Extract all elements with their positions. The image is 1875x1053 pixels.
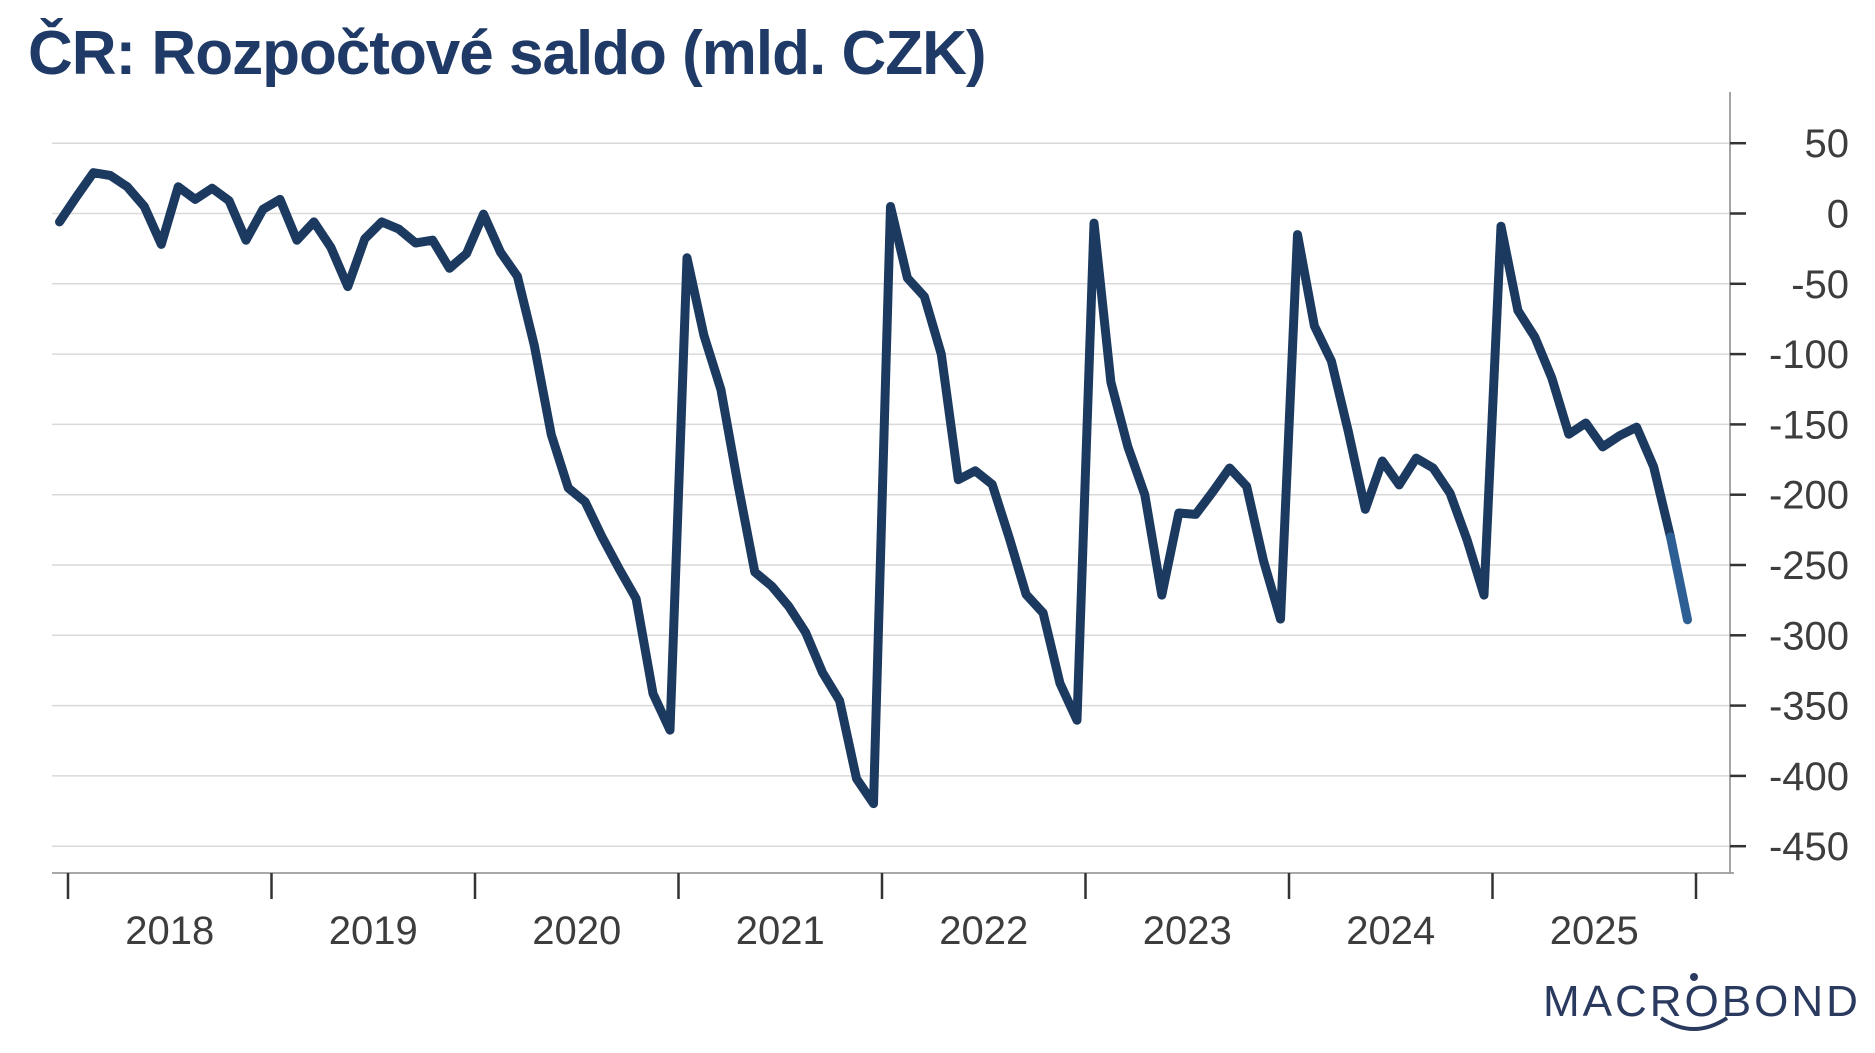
x-tick-label: 2022 (939, 909, 1028, 953)
macrobond-logo: MACROBOND (1543, 973, 1861, 1031)
x-tick-label: 2023 (1143, 909, 1232, 953)
x-tick-label: 2025 (1550, 909, 1639, 953)
x-tick-label: 2020 (532, 909, 621, 953)
x-tick-label: 2021 (736, 909, 825, 953)
y-tick-label: -250 (1769, 544, 1849, 588)
macrobond-logo-text: MACROBOND (1543, 977, 1861, 1026)
y-tick-label: -300 (1769, 614, 1849, 658)
x-tick-label: 2018 (125, 909, 214, 953)
line-series (55, 168, 1692, 809)
x-tick-label: 2019 (329, 909, 418, 953)
page-title: ČR: Rozpočtové saldo (mld. CZK) (28, 19, 987, 88)
axis-labels: 2018 2019 2020 2021 2022 2023 2024 2025 50 0 -50 -1… (125, 122, 1849, 953)
macrobond-logo-dot-icon (1690, 973, 1698, 981)
budget-balance-line (55, 168, 1675, 809)
y-tick-label: -400 (1769, 755, 1849, 799)
axes (52, 92, 1746, 899)
y-tick-label: -200 (1769, 474, 1849, 518)
x-tick-label: 2024 (1346, 909, 1435, 953)
y-tick-label: 0 (1827, 193, 1849, 237)
y-tick-label: -350 (1769, 685, 1849, 729)
y-tick-label: -100 (1769, 333, 1849, 377)
budget-balance-final-segment (1666, 532, 1692, 625)
y-tick-label: -50 (1791, 263, 1849, 307)
y-tick-label: -150 (1769, 403, 1849, 447)
y-tick-label: -450 (1769, 825, 1849, 869)
macrobond-logo-arc-icon (1659, 1016, 1729, 1031)
y-tick-label: 50 (1805, 122, 1850, 166)
